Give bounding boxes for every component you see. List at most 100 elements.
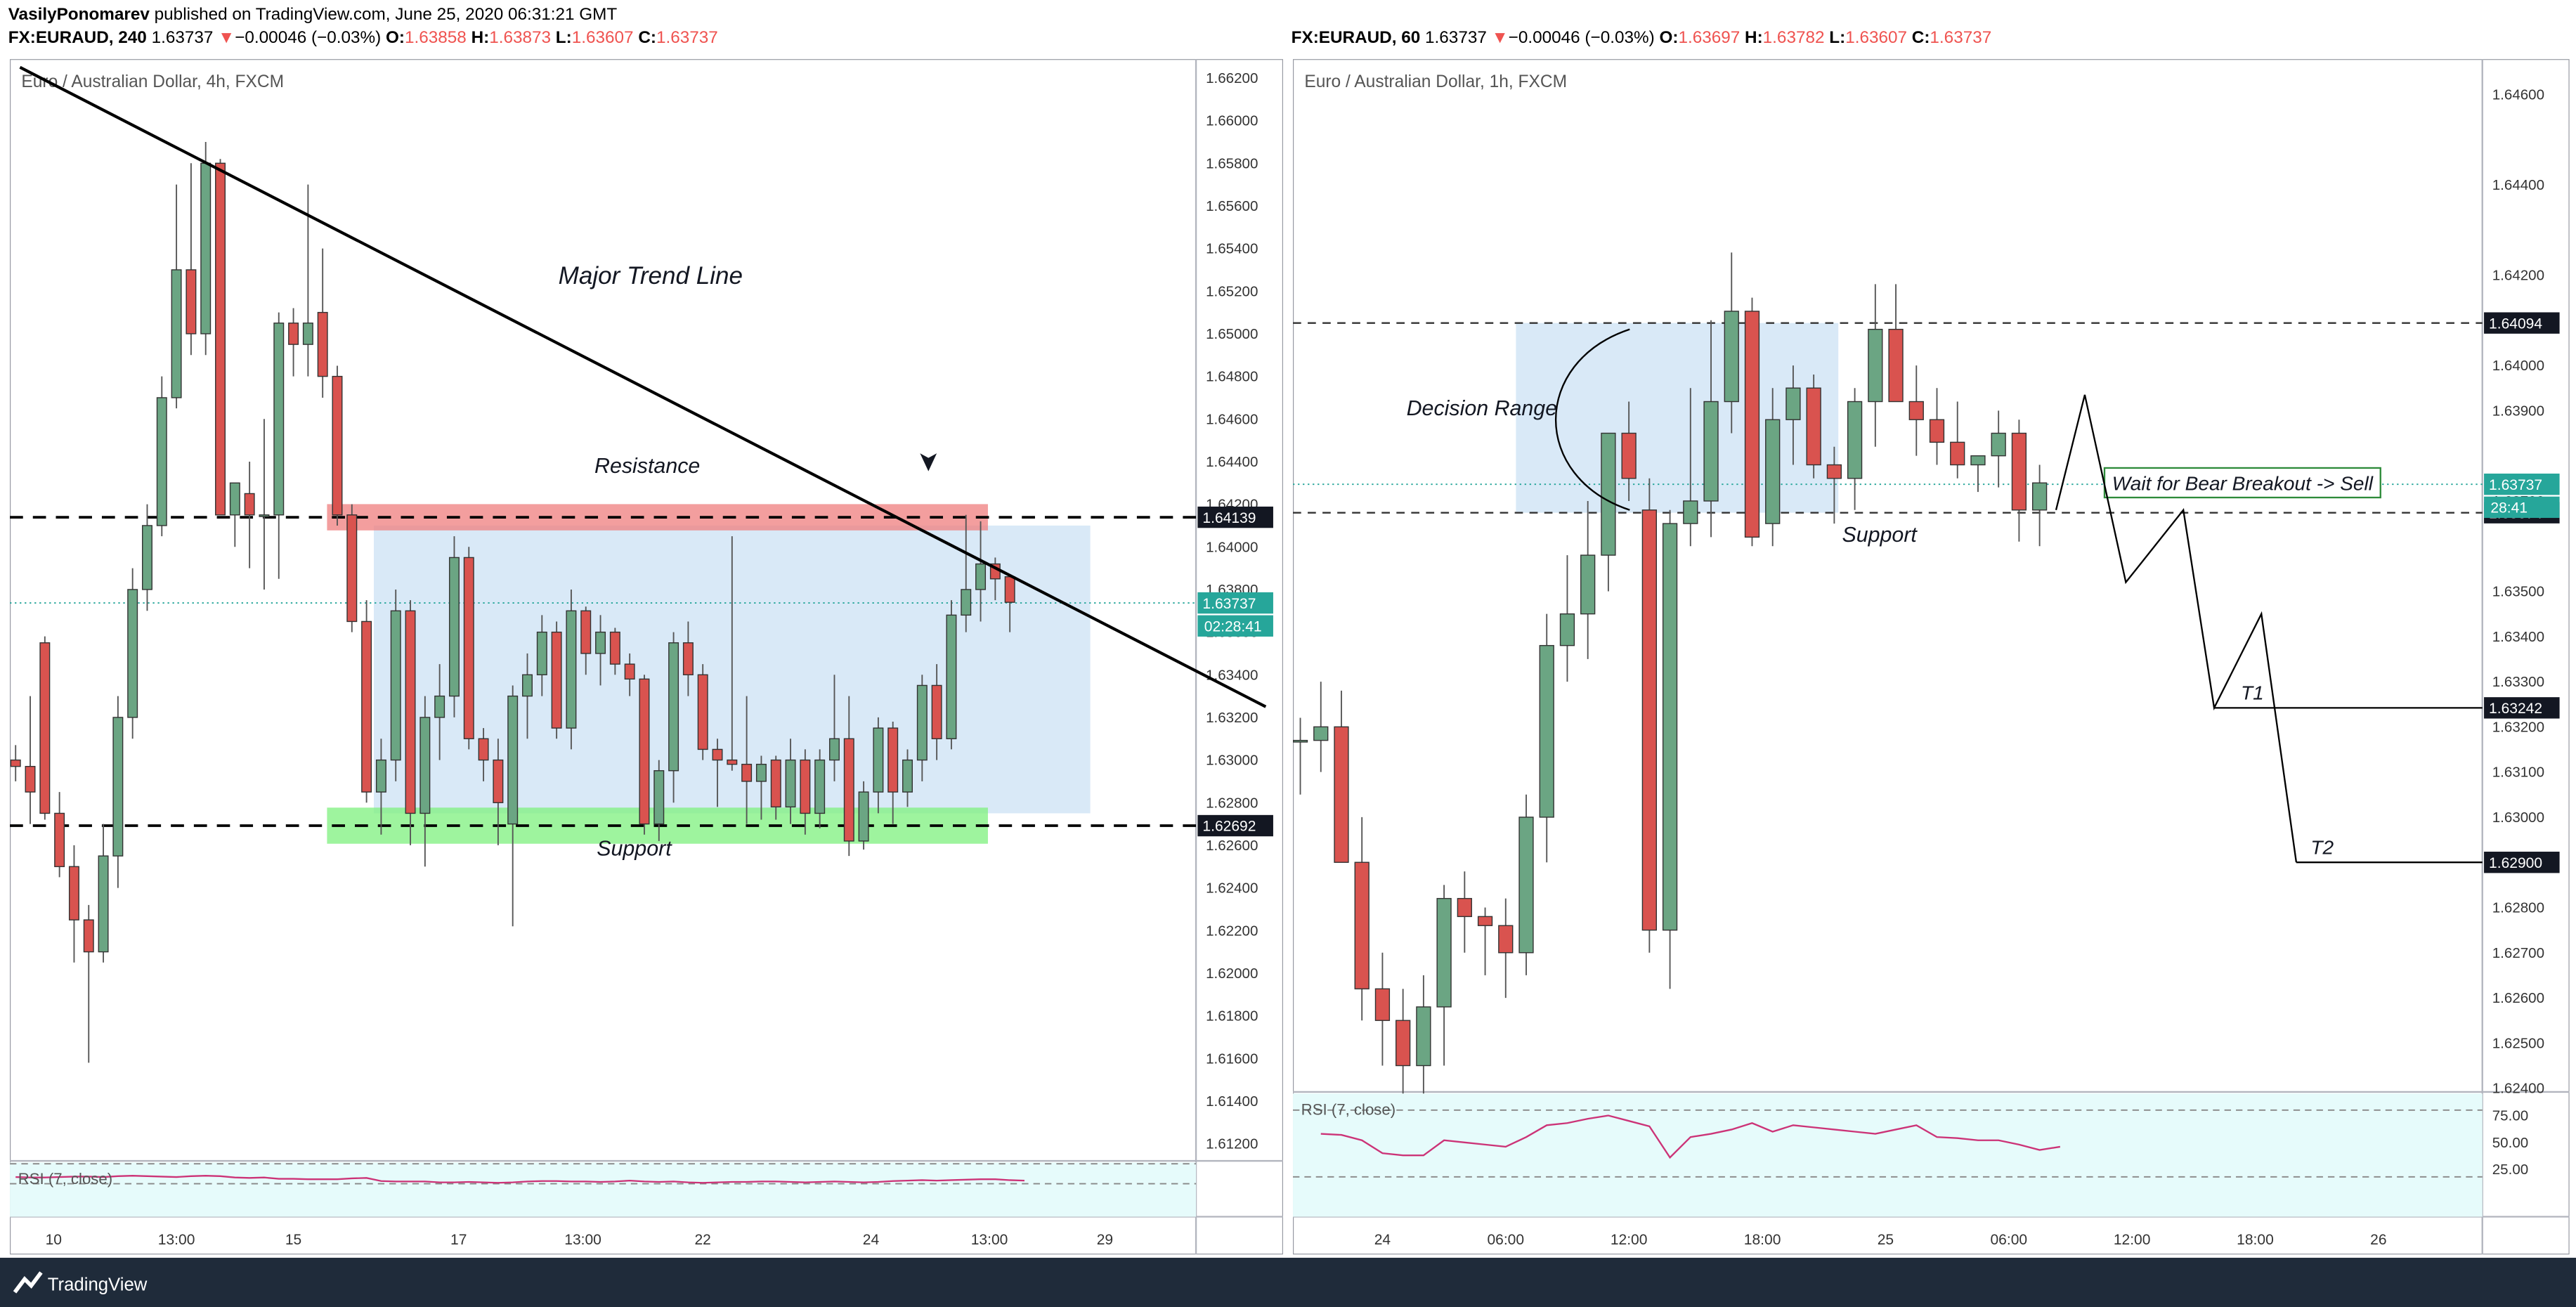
bear-candle-body <box>1334 726 1349 863</box>
tradingview-logo-text: TradingView <box>47 1275 148 1296</box>
price-tag-text: 1.62900 <box>2489 855 2542 871</box>
candle <box>1703 320 1719 538</box>
bull-candle-body <box>507 695 519 825</box>
chart-title: Euro / Australian Dollar, 1h, FXCM <box>1304 72 1567 91</box>
y-tick-label: 1.63900 <box>2492 403 2544 419</box>
y-tick-label: 1.63400 <box>2492 629 2544 645</box>
sell-signal-label: Wait for Bear Breakout -> Sell <box>2112 473 2374 495</box>
candle <box>112 696 124 888</box>
left-symbol[interactable]: FX:EURAUD, 240 <box>8 30 147 48</box>
bear-candle-body <box>478 738 489 761</box>
y-tick-label: 1.65800 <box>1206 155 1258 171</box>
x-tick-label: 29 <box>1097 1232 1113 1248</box>
tradingview-logo[interactable]: TradingView <box>13 1269 148 1296</box>
right-close: 1.63737 <box>1930 30 1992 48</box>
left-chart-4h[interactable]: Euro / Australian Dollar, 4h, FXCM 1.6620… <box>10 59 1283 1255</box>
bull-candle-body <box>1313 726 1329 741</box>
left-legend: FX:EURAUD, 240 1.63737 ▼−0.00046 (−0.03%… <box>8 30 718 48</box>
candle <box>332 365 343 526</box>
y-tick-label: 1.62600 <box>2492 990 2544 1006</box>
bear-candle-body <box>931 684 942 739</box>
y-tick-label: 1.62800 <box>2492 900 2544 916</box>
bull-candle-body <box>259 514 270 517</box>
left-open: 1.63858 <box>404 30 467 48</box>
bear-candle-body <box>1004 576 1015 603</box>
right-h-label: H: <box>1745 30 1763 48</box>
resistance-label: Resistance <box>594 454 700 478</box>
right-legend: FX:EURAUD, 60 1.63737 ▼−0.00046 (−0.03%)… <box>1292 30 1992 48</box>
left-o-label: O: <box>385 30 405 48</box>
bear-candle-body <box>1888 328 1904 403</box>
author-name[interactable]: VasilyPonomarev <box>8 6 150 25</box>
candle <box>1785 365 1801 465</box>
rsi-line <box>1320 1114 2061 1159</box>
y-tick-label: 1.64800 <box>1206 369 1258 385</box>
x-tick-label: 25 <box>1878 1232 1894 1248</box>
candle <box>770 755 781 820</box>
support-label: Support <box>1842 523 1918 547</box>
candle <box>54 792 65 878</box>
y-tick-label: 1.63200 <box>1206 710 1258 726</box>
candle <box>1744 297 1760 547</box>
y-tick-label: 1.64600 <box>2492 86 2544 103</box>
bear-candle-body <box>244 493 255 516</box>
candle <box>142 504 152 611</box>
right-symbol[interactable]: FX:EURAUD, 60 <box>1291 30 1421 48</box>
price-tag: 1.62692 <box>1197 814 1273 837</box>
bull-candle-body <box>785 759 796 808</box>
bull-candle-body <box>755 763 767 782</box>
countdown-timer: 28:41 <box>2490 500 2528 516</box>
y-tick-label: 1.64000 <box>2492 358 2544 374</box>
tradingview-logo-icon <box>13 1271 43 1294</box>
right-chart-1h[interactable]: Euro / Australian Dollar, 1h, FXCM 1.6460… <box>1293 59 2570 1255</box>
candle <box>843 696 854 857</box>
candle <box>814 749 826 828</box>
bear-candle-body <box>10 759 21 767</box>
candle <box>346 504 358 632</box>
bear-candle-body <box>1641 509 1657 931</box>
candle <box>1641 478 1657 953</box>
y-tick-label: 1.62800 <box>1206 795 1258 811</box>
candle <box>1354 817 1370 1021</box>
price-tag-text: 1.63737 <box>1202 596 1256 612</box>
bear-candle-body <box>682 642 694 675</box>
right-open: 1.63697 <box>1678 30 1741 48</box>
left-close: 1.63737 <box>656 30 718 48</box>
y-tick-label: 1.62200 <box>1206 923 1258 939</box>
bull-candle-body <box>2031 482 2048 511</box>
bull-candle-body <box>1662 523 1678 931</box>
bull-candle-body <box>112 717 124 857</box>
rsi-pane-bg <box>10 1162 1197 1217</box>
bull-candle-body <box>171 269 182 398</box>
candle <box>83 904 94 1063</box>
bull-candle-body <box>142 525 152 590</box>
candle <box>171 184 182 409</box>
candle <box>741 696 753 824</box>
y-tick-label: 1.61200 <box>1206 1136 1258 1152</box>
candle <box>493 739 504 845</box>
candle <box>858 781 869 850</box>
y-tick-label: 1.61400 <box>1206 1093 1258 1110</box>
y-tick-label: 1.65400 <box>1206 241 1258 257</box>
candle <box>1847 388 1863 510</box>
bear-candle-body <box>639 678 650 825</box>
bear-candle-body <box>1744 311 1760 538</box>
bear-candle-body <box>1908 401 1924 420</box>
decision-range-box <box>1516 323 1839 513</box>
x-tick-label: 13:00 <box>158 1232 195 1248</box>
x-tick-label: 18:00 <box>1744 1232 1781 1248</box>
rsi-tick-label: 75.00 <box>2492 1108 2528 1124</box>
candle <box>259 419 270 590</box>
bull-candle-body <box>522 674 533 697</box>
bull-candle-body <box>1765 419 1781 524</box>
left-down-arrow-icon: ▼ <box>218 30 235 48</box>
bear-candle-body <box>609 631 620 665</box>
x-tick-label: 22 <box>694 1232 710 1248</box>
price-tag-bg <box>2484 697 2560 719</box>
bull-candle-body <box>127 589 138 718</box>
left-h-label: H: <box>471 30 490 48</box>
bull-candle-body <box>273 323 285 516</box>
bull-candle-body <box>419 717 431 814</box>
y-tick-label: 1.64400 <box>1206 454 1258 470</box>
